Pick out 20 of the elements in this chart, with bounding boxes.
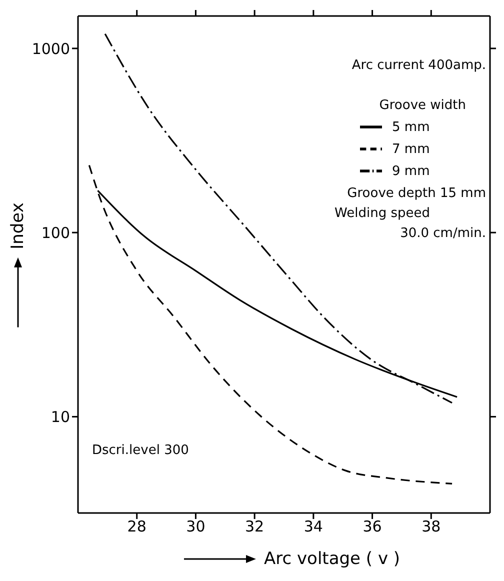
x-tick-label: 30 bbox=[186, 518, 206, 536]
y-tick-label: 100 bbox=[41, 224, 70, 242]
x-tick-label: 36 bbox=[362, 518, 382, 536]
x-tick-label: 38 bbox=[422, 518, 441, 536]
x-tick-label: 34 bbox=[304, 518, 323, 536]
y-axis-title: Index bbox=[8, 202, 28, 249]
y-tick-label: 1000 bbox=[32, 40, 70, 58]
legend-title: Groove width bbox=[378, 98, 467, 113]
x-axis-title: Arc voltage ( v ) bbox=[264, 549, 400, 569]
annotation: 30.0 cm/min. bbox=[400, 226, 486, 241]
annotation: Arc current 400amp. bbox=[352, 58, 486, 73]
annotation: Dscri.level 300 bbox=[92, 443, 189, 458]
legend-label: 7 mm bbox=[392, 142, 430, 157]
legend-label: 5 mm bbox=[392, 120, 430, 135]
x-tick-label: 28 bbox=[127, 518, 146, 536]
annotation: Groove depth 15 mm bbox=[347, 186, 486, 201]
x-tick-label: 32 bbox=[245, 518, 264, 536]
legend-label: 9 mm bbox=[392, 164, 430, 179]
annotation: Welding speed bbox=[334, 206, 430, 221]
y-tick-label: 10 bbox=[50, 408, 70, 426]
